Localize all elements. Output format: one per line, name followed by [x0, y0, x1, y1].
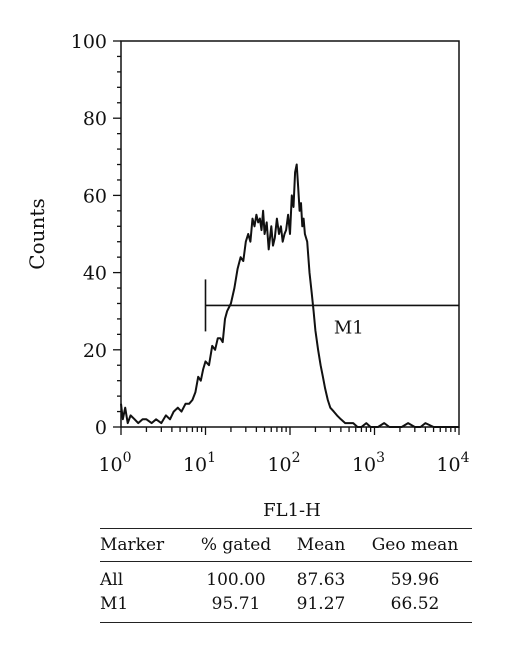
- col-header-percent-gated: % gated: [188, 528, 284, 562]
- table-row: All 100.00 87.63 59.96: [100, 562, 472, 593]
- y-tick-label: 100: [71, 31, 107, 53]
- cell-marker: All: [100, 570, 124, 590]
- cell-marker: M1: [100, 592, 188, 623]
- table-row: M1 95.71 91.27 66.52: [100, 592, 472, 623]
- y-axis-label: Counts: [25, 198, 49, 269]
- x-axis-ticks: 100 101 102 103 104: [98, 427, 470, 476]
- table-header-row: Marker % gated Mean Geo mean: [100, 528, 472, 562]
- y-tick-label: 0: [95, 417, 107, 439]
- cell-geo-mean: 66.52: [358, 592, 472, 623]
- x-tick-label: 100: [98, 450, 131, 476]
- x-tick-label: 104: [436, 450, 469, 476]
- statistics-table: Marker % gated Mean Geo mean All 100.00 …: [100, 528, 472, 623]
- y-tick-label: 40: [83, 263, 107, 285]
- y-tick-label: 80: [83, 108, 107, 130]
- y-tick-label: 20: [83, 340, 107, 362]
- cell-geo-mean: 59.96: [390, 570, 440, 590]
- x-axis-label: FL1-H: [263, 500, 321, 521]
- cell-percent-gated: 95.71: [188, 592, 284, 623]
- col-header-marker: Marker: [100, 528, 188, 562]
- marker-label: M1: [334, 317, 364, 338]
- y-tick-label: 60: [83, 185, 107, 207]
- x-tick-label: 101: [183, 450, 216, 476]
- col-header-geo-mean: Geo mean: [358, 528, 472, 562]
- x-tick-label: 103: [352, 450, 385, 476]
- y-axis-ticks: 0 20 40 60 80 100: [71, 31, 121, 439]
- histogram-chart: M1 0 20 40 60 80 100 100 101 102 103 104 Counts F…: [25, 31, 470, 521]
- marker-m1: M1: [204, 279, 459, 338]
- plot-area: M1 0 20 40 60 80 100 100 101 102 103 104: [71, 31, 470, 476]
- x-tick-label: 102: [267, 450, 300, 476]
- cell-percent-gated: 100.00: [206, 570, 266, 590]
- histogram-line: [120, 163, 459, 428]
- cell-mean: 91.27: [284, 592, 358, 623]
- cell-mean: 87.63: [296, 570, 346, 590]
- col-header-mean: Mean: [284, 528, 358, 562]
